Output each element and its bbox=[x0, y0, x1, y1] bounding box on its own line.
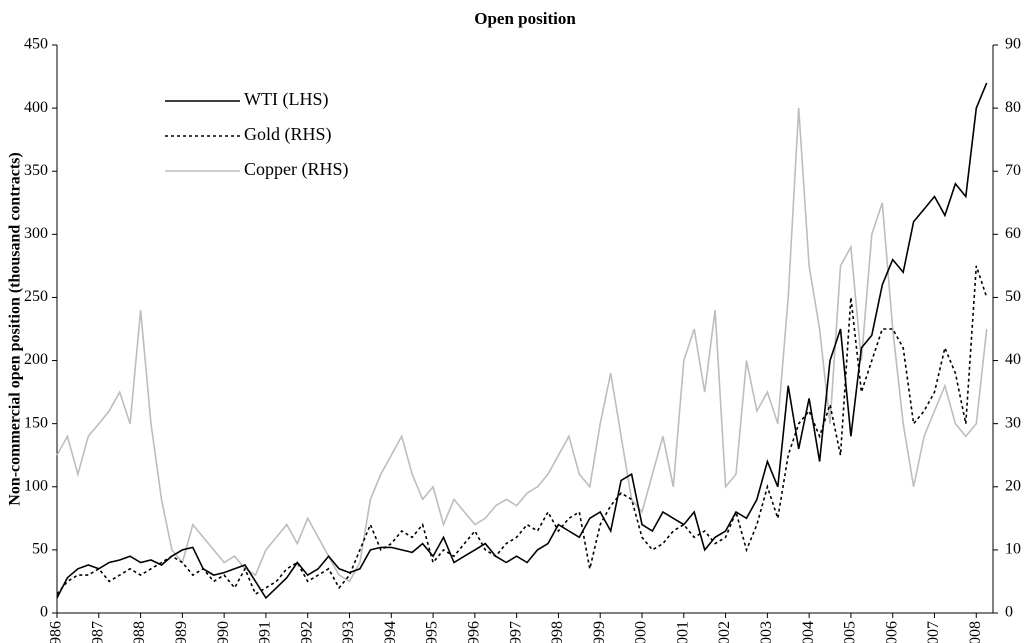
x-tick-label: 1986 bbox=[48, 621, 65, 643]
legend-label: Copper (RHS) bbox=[244, 159, 349, 180]
x-tick-label: 2000 bbox=[633, 621, 650, 643]
y-tick-label: 350 bbox=[24, 162, 48, 179]
x-tick-label: 1990 bbox=[215, 621, 232, 643]
y-tick-label: 200 bbox=[24, 351, 48, 368]
legend-label: Gold (RHS) bbox=[244, 124, 332, 145]
x-tick-label: 1994 bbox=[382, 621, 399, 643]
y2-tick-label: 30 bbox=[1005, 414, 1021, 431]
x-tick-label: 2007 bbox=[925, 621, 942, 643]
x-tick-label: 1995 bbox=[424, 621, 441, 643]
y-tick-label: 250 bbox=[24, 288, 48, 305]
x-tick-label: 1996 bbox=[466, 621, 483, 643]
x-tick-label: 1988 bbox=[131, 621, 148, 643]
series-line bbox=[56, 108, 988, 583]
y-tick-label: 50 bbox=[32, 541, 48, 558]
x-tick-label: 1993 bbox=[340, 621, 357, 643]
y-tick-label: 450 bbox=[24, 36, 48, 53]
y2-tick-label: 90 bbox=[1005, 36, 1021, 53]
y2-tick-label: 0 bbox=[1005, 604, 1013, 621]
y2-tick-label: 80 bbox=[1005, 99, 1021, 116]
x-tick-label: 1989 bbox=[173, 621, 190, 643]
y2-tick-label: 40 bbox=[1005, 351, 1021, 368]
x-tick-label: 2001 bbox=[674, 621, 691, 643]
x-tick-label: 1991 bbox=[257, 621, 274, 643]
x-tick-label: 2002 bbox=[716, 621, 733, 643]
y2-tick-label: 50 bbox=[1005, 288, 1021, 305]
x-tick-label: 2004 bbox=[800, 621, 817, 643]
y-tick-label: 100 bbox=[24, 477, 48, 494]
y-tick-label: 0 bbox=[40, 604, 48, 621]
legend-label: WTI (LHS) bbox=[244, 89, 328, 110]
y2-tick-label: 70 bbox=[1005, 162, 1021, 179]
x-tick-label: 1992 bbox=[298, 621, 315, 643]
x-tick-label: 2008 bbox=[967, 621, 984, 643]
series-line bbox=[56, 82, 988, 600]
y-tick-label: 150 bbox=[24, 414, 48, 431]
x-tick-label: 1997 bbox=[507, 621, 524, 643]
x-tick-label: 2003 bbox=[758, 621, 775, 643]
x-tick-label: 1987 bbox=[89, 621, 106, 643]
x-tick-label: 1999 bbox=[591, 621, 608, 643]
series-line bbox=[56, 265, 988, 596]
y2-tick-label: 10 bbox=[1005, 541, 1021, 558]
y-axis-label: Non-commercial open position (thousand c… bbox=[7, 152, 24, 505]
x-tick-label: 2006 bbox=[883, 621, 900, 643]
y2-tick-label: 60 bbox=[1005, 225, 1021, 242]
chart-title: Open position bbox=[474, 9, 576, 28]
x-tick-label: 2005 bbox=[842, 621, 859, 643]
x-tick-label: 1998 bbox=[549, 621, 566, 643]
y-tick-label: 400 bbox=[24, 99, 48, 116]
y-tick-label: 300 bbox=[24, 225, 48, 242]
y2-tick-label: 20 bbox=[1005, 477, 1021, 494]
